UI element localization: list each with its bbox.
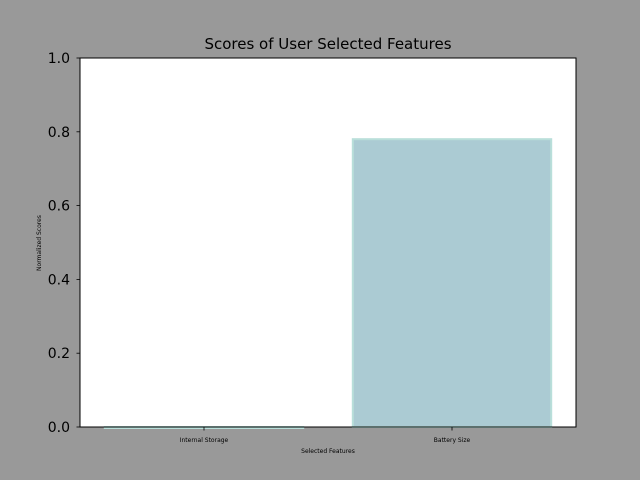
y-tick-label: 1.0 bbox=[48, 51, 70, 67]
y-tick-label: 0.4 bbox=[48, 272, 70, 288]
y-tick-label: 0.6 bbox=[48, 199, 70, 215]
x-axis-label: Selected Features bbox=[301, 448, 355, 455]
x-tick-label: Internal Storage bbox=[180, 437, 229, 444]
x-axis: Internal Storage Battery Size bbox=[180, 427, 471, 444]
y-tick-label: 0.2 bbox=[48, 346, 70, 362]
chart-title: Scores of User Selected Features bbox=[204, 35, 451, 53]
y-tick-label: 0.0 bbox=[48, 420, 70, 436]
x-tick-label: Battery Size bbox=[434, 437, 471, 444]
bars-group bbox=[103, 138, 553, 429]
bar-battery-size bbox=[351, 138, 553, 428]
y-axis-label: Normalized Scores bbox=[36, 215, 43, 271]
y-tick-label: 0.8 bbox=[48, 125, 70, 141]
plot-frame bbox=[79, 57, 577, 428]
y-axis: 0.0 0.2 0.4 0.6 0.8 1.0 bbox=[48, 51, 80, 436]
